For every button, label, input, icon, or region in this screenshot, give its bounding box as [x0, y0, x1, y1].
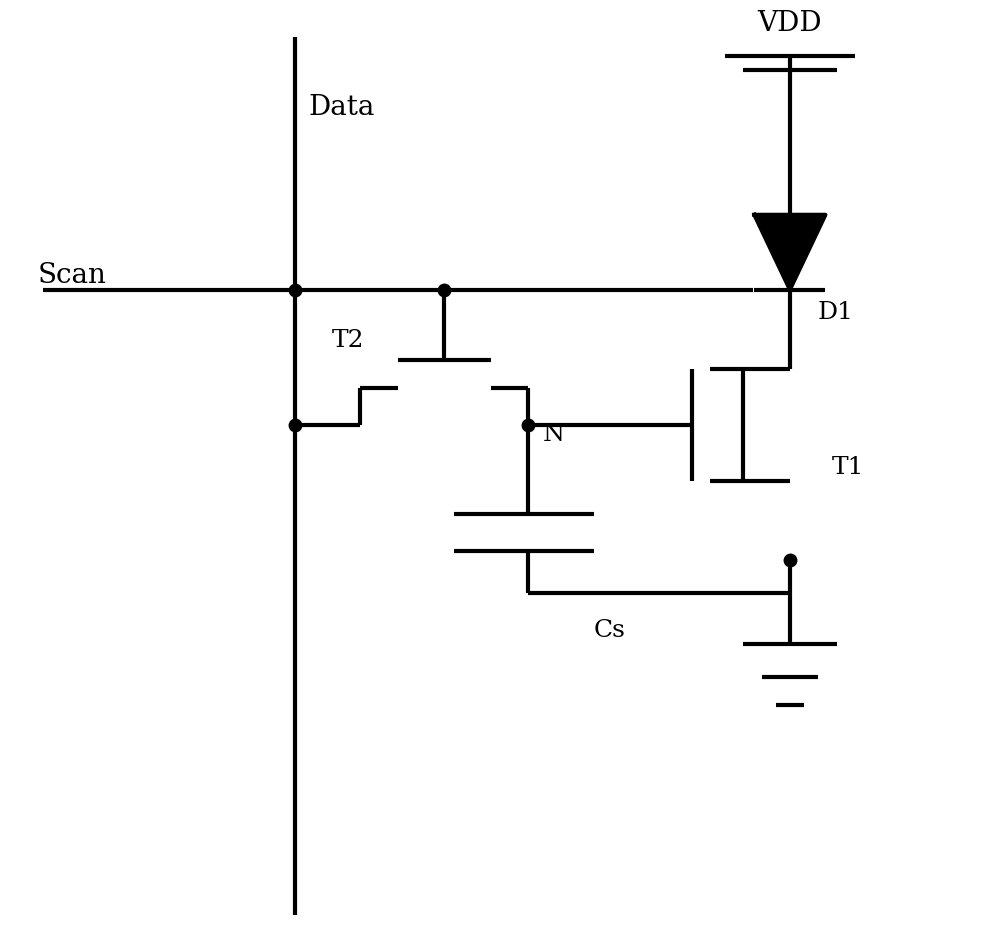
Text: Cs: Cs	[594, 619, 626, 642]
Text: Scan: Scan	[38, 262, 107, 289]
Text: T2: T2	[332, 330, 364, 352]
Text: D1: D1	[818, 302, 853, 324]
Text: Data: Data	[309, 94, 375, 120]
Text: T1: T1	[832, 456, 864, 478]
Text: N: N	[542, 423, 565, 446]
Text: VDD: VDD	[757, 10, 822, 36]
Polygon shape	[754, 215, 826, 290]
